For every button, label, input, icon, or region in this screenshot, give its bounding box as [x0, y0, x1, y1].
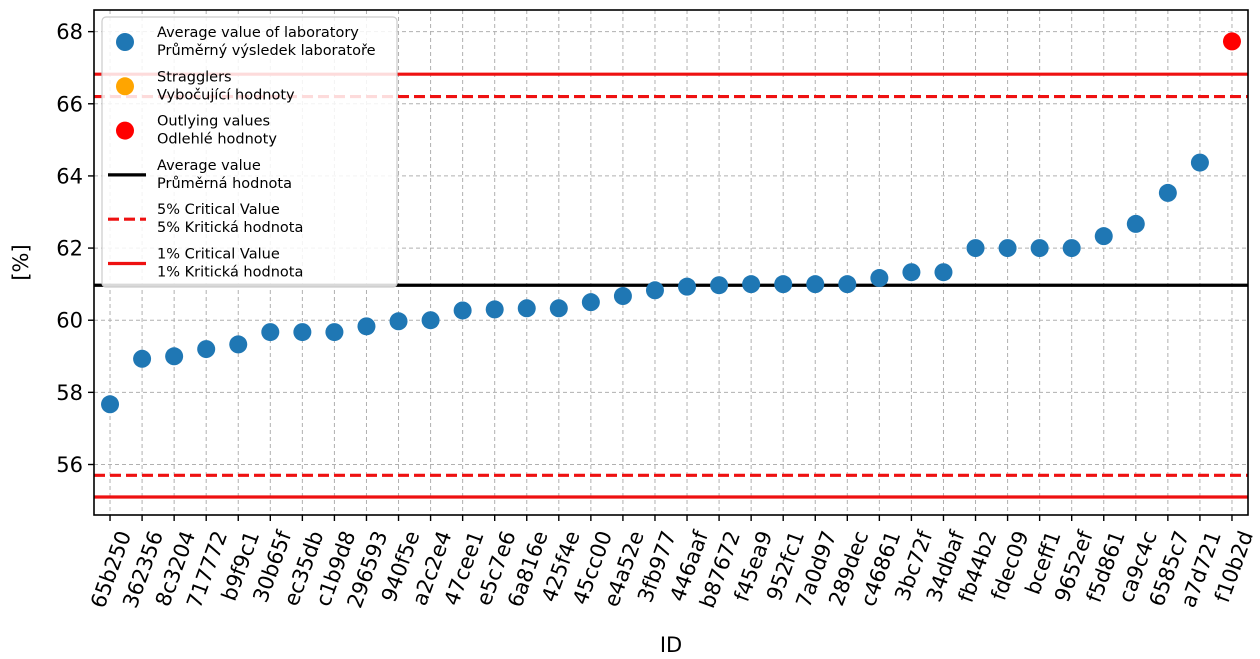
data-point [293, 323, 312, 342]
data-point [1126, 214, 1145, 233]
data-point [357, 317, 376, 336]
data-point [774, 275, 793, 294]
data-points [101, 32, 1241, 414]
data-point [1094, 227, 1113, 246]
legend-marker [116, 121, 134, 140]
data-point [453, 301, 472, 320]
data-point [710, 276, 729, 295]
x-axis-ticks: 65b2503623568c3204717772b9f9c130b65fec35… [86, 515, 1258, 611]
legend-marker [116, 77, 134, 96]
legend-label: 1% Critical Value 1% Kritická hodnota [157, 247, 303, 281]
data-point [261, 323, 280, 342]
legend-label: Outlying values Odlehlé hodnoty [157, 114, 277, 148]
data-point [1030, 239, 1049, 258]
reference-lines [94, 72, 1248, 499]
x-axis-label: ID [660, 633, 682, 657]
data-point [581, 293, 600, 312]
data-point [549, 299, 568, 318]
data-point [325, 323, 344, 342]
data-point [517, 299, 536, 318]
data-point [934, 263, 953, 282]
data-point [1062, 239, 1081, 258]
data-point [902, 263, 921, 282]
legend-label: Stragglers Vybočující hodnoty [157, 69, 295, 103]
y-tick-label: 58 [56, 381, 83, 405]
legend-label: 5% Critical Value 5% Kritická hodnota [157, 202, 303, 236]
data-point [229, 335, 248, 354]
y-axis-label: [%] [9, 244, 33, 280]
data-point [998, 239, 1017, 258]
data-point [806, 275, 825, 294]
data-point [1222, 32, 1241, 51]
data-point [613, 287, 632, 306]
legend-label: Average value of laboratory Průměrný výsl… [157, 25, 376, 59]
y-tick-label: 64 [56, 164, 83, 188]
data-point [421, 311, 440, 330]
data-point [165, 347, 184, 366]
data-point [966, 239, 985, 258]
legend: Average value of laboratory Průměrný výsl… [101, 16, 398, 288]
data-point [1190, 153, 1209, 172]
legend-marker [116, 33, 134, 51]
y-axis-ticks: 56 58 60 62 64 66 68 [56, 20, 94, 477]
data-point [742, 275, 761, 294]
data-point [485, 300, 504, 319]
data-point [101, 395, 120, 414]
data-point [645, 281, 664, 300]
data-point [678, 277, 697, 296]
data-point [133, 349, 152, 368]
y-tick-label: 68 [56, 20, 83, 44]
data-point [838, 275, 857, 294]
y-tick-label: 56 [56, 453, 83, 477]
data-point [1158, 183, 1177, 202]
legend-label: Average value Průměrná hodnota [157, 158, 292, 192]
data-point [197, 340, 216, 359]
data-point [870, 269, 889, 288]
legend-frame [101, 16, 398, 288]
data-point [389, 312, 408, 331]
y-tick-label: 60 [56, 309, 83, 333]
plot-frame [93, 9, 1249, 516]
y-tick-label: 66 [56, 92, 83, 116]
y-tick-label: 62 [56, 237, 83, 261]
